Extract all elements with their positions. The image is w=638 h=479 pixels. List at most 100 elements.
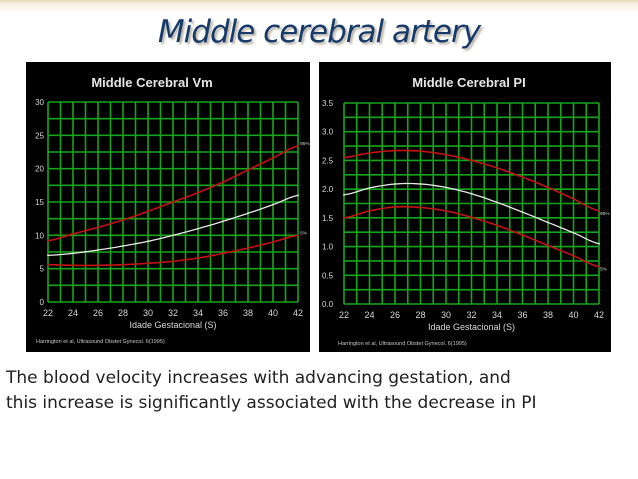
data-point <box>496 166 498 169</box>
data-point <box>222 181 224 183</box>
data-point <box>172 234 174 237</box>
data-point <box>222 252 224 255</box>
x-tick-label: 22 <box>43 308 53 318</box>
data-point <box>297 194 299 197</box>
data-point <box>572 198 575 200</box>
chart-grid <box>47 101 299 303</box>
chart-grid <box>343 102 600 305</box>
y-tick-label: 20 <box>35 165 44 174</box>
data-point <box>394 183 396 185</box>
x-tick-label: 34 <box>193 308 203 318</box>
x-tick-label: 36 <box>218 308 228 318</box>
data-point <box>394 149 396 152</box>
data-point <box>197 257 199 259</box>
data-point <box>598 210 600 212</box>
x-tick-label: 22 <box>339 310 349 320</box>
series-points-95pct <box>343 149 600 212</box>
data-point <box>297 145 299 147</box>
x-tick-label: 28 <box>415 310 425 320</box>
x-tick-label: 38 <box>543 310 553 320</box>
data-point <box>547 221 549 224</box>
data-point <box>147 262 149 265</box>
data-point <box>470 159 473 162</box>
data-point <box>343 216 345 219</box>
data-point <box>247 247 249 249</box>
data-point <box>419 183 422 185</box>
data-point <box>521 211 524 214</box>
data-point <box>368 210 371 212</box>
y-tick-label: 0.0 <box>322 300 334 309</box>
y-tick-label: 10 <box>35 231 44 240</box>
slide-caption: The blood velocity increases with advanc… <box>6 366 636 416</box>
data-point <box>598 242 600 245</box>
data-point <box>521 234 524 236</box>
data-point <box>97 264 99 267</box>
series-points-95pct <box>47 145 299 242</box>
x-tick-label: 40 <box>568 310 578 320</box>
chart-panel-pi: Middle Cerebral PI 0.0 0.5 1.0 1.5 2.0 2.5 3.0 3… <box>319 62 611 352</box>
data-point <box>368 187 371 189</box>
data-point <box>496 224 498 227</box>
x-tick-label: 26 <box>390 310 400 320</box>
y-tick-label: 0.5 <box>322 271 334 280</box>
data-point <box>172 260 174 263</box>
data-point <box>572 254 575 257</box>
x-tick-label: 32 <box>466 310 476 320</box>
y-tick-label: 15 <box>35 198 44 207</box>
series-points-50pct <box>343 183 600 245</box>
data-point <box>521 176 524 178</box>
data-point <box>97 226 99 229</box>
x-tick-label: 42 <box>594 310 604 320</box>
slide-top-border <box>0 0 638 4</box>
data-point <box>272 203 274 206</box>
data-point <box>445 210 447 212</box>
y-tick-label: 3.0 <box>322 128 334 137</box>
chart-pi: Middle Cerebral PI 0.0 0.5 1.0 1.5 2.0 2.5 3.0 3… <box>322 75 610 347</box>
x-tick-label: 32 <box>168 308 178 318</box>
y-tick-label: 0 <box>40 298 45 307</box>
data-point <box>47 254 49 257</box>
data-point <box>97 249 99 251</box>
data-point <box>72 264 74 267</box>
slide-top-band <box>0 4 638 14</box>
x-axis-label: Idade Gestacional (S) <box>129 320 216 330</box>
caption-line-2: this increase is significantly associate… <box>6 393 537 413</box>
y-tick-label: 30 <box>35 98 44 107</box>
y-tick-label: 25 <box>35 131 44 140</box>
data-point <box>172 201 174 203</box>
y-tick-label: 3.5 <box>322 99 334 108</box>
data-point <box>419 206 422 209</box>
x-tick-label: 42 <box>293 308 303 318</box>
x-tick-label: 30 <box>441 310 451 320</box>
y-tick-label: 1.0 <box>322 243 334 252</box>
data-point <box>496 201 498 204</box>
data-point <box>343 193 345 196</box>
y-tick-label: 1.5 <box>322 214 334 223</box>
chart-title: Middle Cerebral Vm <box>91 75 212 90</box>
data-point <box>47 239 49 242</box>
data-point <box>197 191 199 194</box>
data-point <box>368 152 371 154</box>
y-tick-label: 2.5 <box>322 156 334 165</box>
series-points-5pct <box>343 206 600 268</box>
x-tick-label: 40 <box>268 308 278 318</box>
chart-title: Middle Cerebral PI <box>412 75 525 90</box>
series-points-50pct <box>47 194 299 257</box>
slide-title: Middle cerebral artery <box>157 14 481 50</box>
x-tick-label: 38 <box>243 308 253 318</box>
series-points-5pct <box>47 234 299 267</box>
data-point <box>122 245 124 247</box>
data-point <box>297 234 299 237</box>
x-tick-label: 24 <box>364 310 374 320</box>
y-tick-label: 5 <box>40 265 45 274</box>
series-label: 5% <box>300 230 308 236</box>
data-point <box>470 192 473 195</box>
data-point <box>47 263 49 266</box>
x-tick-label: 28 <box>118 308 128 318</box>
source-note: Harrington et al, Ultrasound Obstet Gyne… <box>36 339 165 345</box>
data-point <box>272 241 274 243</box>
data-point <box>197 227 199 230</box>
data-point <box>547 244 549 247</box>
y-tick-label: 2.0 <box>322 185 334 194</box>
data-point <box>247 169 249 171</box>
